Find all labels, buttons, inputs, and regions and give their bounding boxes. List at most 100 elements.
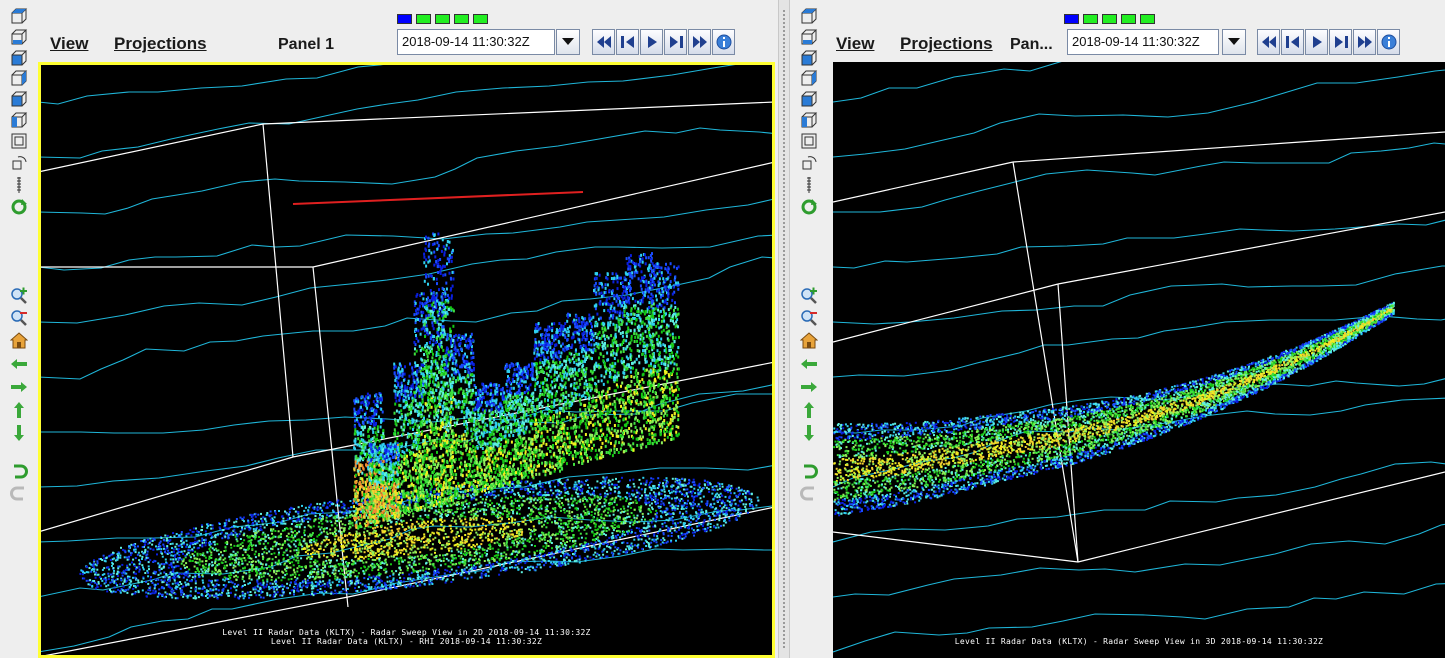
- view-east-icon: [801, 70, 818, 86]
- splitter-grip-dot: [783, 142, 785, 144]
- time-select[interactable]: 2018-09-14 11:30:32Z: [397, 29, 555, 55]
- time-step-5[interactable]: [473, 14, 488, 24]
- zoom-in-button[interactable]: [799, 286, 819, 306]
- play-button[interactable]: [1305, 29, 1328, 55]
- view-north-button[interactable]: [799, 48, 819, 68]
- time-step-1[interactable]: [397, 14, 412, 24]
- view-east-button[interactable]: [9, 68, 29, 88]
- pan-up-button[interactable]: [9, 400, 29, 420]
- first-frame-button[interactable]: [592, 29, 615, 55]
- redo-icon: [800, 486, 814, 501]
- previous-frame-button[interactable]: [616, 29, 639, 55]
- pan-up-button[interactable]: [799, 400, 819, 420]
- splitter-grip-dot: [783, 170, 785, 172]
- view-west-button[interactable]: [799, 110, 819, 130]
- last-frame-button[interactable]: [1353, 29, 1376, 55]
- splitter-grip-dot: [783, 178, 785, 180]
- last-frame-button[interactable]: [688, 29, 711, 55]
- redo-button[interactable]: [9, 484, 29, 504]
- splitter-grip-dot: [783, 478, 785, 480]
- view-top-button[interactable]: [9, 6, 29, 26]
- pan-right-button[interactable]: [9, 377, 29, 397]
- main-3d-view[interactable]: Level II Radar Data (KLTX) - Radar Sweep…: [833, 62, 1445, 658]
- view-top-button[interactable]: [799, 6, 819, 26]
- pan-right-button[interactable]: [799, 377, 819, 397]
- view-west-button[interactable]: [9, 110, 29, 130]
- time-step-2[interactable]: [1083, 14, 1098, 24]
- time-step-1[interactable]: [1064, 14, 1079, 24]
- splitter-grip-dot: [783, 350, 785, 352]
- reset-rotation-button[interactable]: [9, 197, 29, 217]
- time-step-3[interactable]: [435, 14, 450, 24]
- splitter-grip-dot: [783, 634, 785, 636]
- radar-3d-scene[interactable]: [38, 62, 775, 658]
- pan-left-button[interactable]: [799, 354, 819, 374]
- previous-frame-button[interactable]: [1281, 29, 1304, 55]
- splitter-grip-dot: [783, 126, 785, 128]
- time-step-4[interactable]: [454, 14, 469, 24]
- splitter-grip-dot: [783, 238, 785, 240]
- splitter-grip-dot: [783, 538, 785, 540]
- pan-down-button[interactable]: [799, 423, 819, 443]
- view-bottom-button[interactable]: [9, 27, 29, 47]
- next-frame-button[interactable]: [1329, 29, 1352, 55]
- info-button[interactable]: [712, 29, 735, 55]
- splitter-grip-dot: [783, 398, 785, 400]
- view-south-button[interactable]: [9, 89, 29, 109]
- projections-menu[interactable]: Projections: [900, 34, 993, 53]
- splitter-grip-dot: [783, 66, 785, 68]
- splitter-grip-dot: [783, 78, 785, 80]
- splitter-grip-dot: [783, 294, 785, 296]
- home-button[interactable]: [799, 331, 819, 351]
- time-step-3[interactable]: [1102, 14, 1117, 24]
- time-step-5[interactable]: [1140, 14, 1155, 24]
- split-pane-divider[interactable]: [778, 0, 790, 658]
- main-3d-view[interactable]: Level II Radar Data (KLTX) - Radar Sweep…: [38, 62, 775, 658]
- rotate-view-button[interactable]: [9, 152, 29, 172]
- view-box-button[interactable]: [799, 131, 819, 151]
- rotate-view-button[interactable]: [799, 152, 819, 172]
- redo-button[interactable]: [799, 484, 819, 504]
- rotate-view-icon: [802, 156, 817, 170]
- scale-button[interactable]: [9, 175, 29, 195]
- pan-down-button[interactable]: [9, 423, 29, 443]
- info-button[interactable]: [1377, 29, 1400, 55]
- reference-line: [292, 191, 584, 205]
- time-dropdown-button[interactable]: [556, 29, 580, 55]
- reset-rotation-icon: [11, 199, 27, 215]
- view-menu[interactable]: View: [50, 34, 89, 53]
- splitter-grip-dot: [783, 50, 785, 52]
- reset-rotation-icon: [801, 199, 817, 215]
- time-select[interactable]: 2018-09-14 11:30:32Z: [1067, 29, 1219, 55]
- zoom-in-button[interactable]: [9, 286, 29, 306]
- projections-menu[interactable]: Projections: [114, 34, 207, 53]
- radar-3d-scene[interactable]: [833, 62, 1445, 658]
- undo-button[interactable]: [799, 462, 819, 482]
- view-bottom-button[interactable]: [799, 27, 819, 47]
- home-button[interactable]: [9, 331, 29, 351]
- splitter-grip-dot: [783, 62, 785, 64]
- splitter-grip-dot: [783, 590, 785, 592]
- view-north-button[interactable]: [9, 48, 29, 68]
- view-south-button[interactable]: [799, 89, 819, 109]
- radar-sweep-2d: [79, 476, 760, 600]
- scale-button[interactable]: [799, 175, 819, 195]
- play-button[interactable]: [640, 29, 663, 55]
- time-dropdown-button[interactable]: [1222, 29, 1246, 55]
- next-frame-button[interactable]: [664, 29, 687, 55]
- time-step-4[interactable]: [1121, 14, 1136, 24]
- splitter-grip-dot: [783, 506, 785, 508]
- time-step-2[interactable]: [416, 14, 431, 24]
- pan-left-button[interactable]: [9, 354, 29, 374]
- first-frame-button[interactable]: [1257, 29, 1280, 55]
- zoom-out-button[interactable]: [9, 308, 29, 328]
- view-east-button[interactable]: [799, 68, 819, 88]
- undo-button[interactable]: [9, 462, 29, 482]
- view-menu[interactable]: View: [836, 34, 875, 53]
- undo-icon: [14, 464, 28, 479]
- view-box-button[interactable]: [9, 131, 29, 151]
- reset-rotation-button[interactable]: [799, 197, 819, 217]
- zoom-out-button[interactable]: [799, 308, 819, 328]
- splitter-grip-dot: [783, 158, 785, 160]
- splitter-grip-dot: [783, 210, 785, 212]
